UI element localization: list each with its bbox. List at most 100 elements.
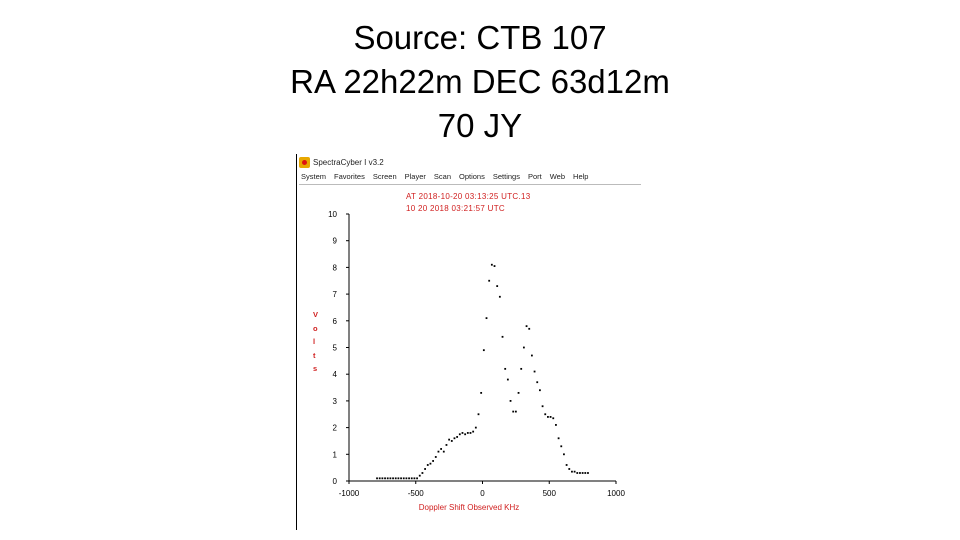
data-point: [405, 477, 408, 480]
data-point: [381, 477, 384, 480]
x-tick-label: 500: [543, 489, 557, 498]
data-point: [536, 381, 539, 384]
x-tick-label: -500: [408, 489, 425, 498]
data-point: [541, 405, 544, 408]
data-point: [384, 477, 386, 480]
data-point: [587, 472, 589, 474]
menu-divider: [299, 184, 641, 185]
scan-end-timestamp: 10 20 2018 03:21:57 UTC: [406, 204, 505, 213]
menu-item-options[interactable]: Options: [459, 172, 485, 181]
data-point: [488, 279, 491, 282]
data-point: [533, 370, 536, 373]
menu-item-system[interactable]: System: [301, 172, 327, 181]
data-point: [378, 477, 381, 480]
menu-item-web[interactable]: Web: [549, 172, 566, 181]
data-point: [432, 460, 435, 462]
menu-item-favorites[interactable]: Favorites: [334, 172, 365, 181]
data-point: [464, 433, 467, 436]
data-point: [437, 450, 440, 453]
data-point: [579, 472, 581, 474]
data-point: [426, 464, 429, 466]
data-point: [376, 477, 378, 480]
y-axis-label-letter: V: [313, 310, 319, 319]
y-axis-label-letter: s: [313, 364, 318, 373]
data-point: [386, 477, 389, 480]
y-tick-label: 5: [333, 344, 338, 353]
y-tick-label: 2: [333, 424, 338, 433]
menu-item-settings[interactable]: Settings: [492, 172, 520, 181]
y-tick-label: 1: [333, 450, 338, 459]
data-point: [472, 430, 475, 433]
data-point: [485, 317, 488, 320]
data-point: [560, 445, 563, 448]
data-point: [402, 477, 405, 480]
data-point: [565, 464, 568, 466]
x-tick-label: 1000: [607, 489, 625, 498]
data-point: [474, 426, 477, 429]
data-point: [429, 462, 432, 465]
y-tick-label: 10: [328, 210, 337, 219]
data-point: [549, 416, 552, 418]
data-point: [456, 436, 459, 438]
data-point: [418, 474, 421, 477]
data-point: [547, 416, 549, 418]
data-point: [563, 453, 565, 456]
data-point: [392, 477, 394, 480]
data-point: [530, 354, 533, 357]
title-line-flux: 70 JY: [437, 107, 523, 144]
data-point: [528, 327, 531, 330]
y-tick-label: 0: [333, 477, 338, 486]
y-tick-label: 4: [333, 370, 338, 379]
data-point: [539, 389, 541, 392]
menu-item-player[interactable]: Player: [404, 172, 426, 181]
menu-item-scan[interactable]: Scan: [433, 172, 451, 181]
data-point: [581, 472, 584, 474]
data-point: [584, 472, 587, 474]
data-point: [397, 477, 400, 480]
spectracyber-logo-icon: [299, 157, 310, 168]
y-tick-label: 6: [333, 317, 338, 326]
menu-item-port[interactable]: Port: [527, 172, 542, 181]
data-point: [501, 335, 504, 338]
menu-item-help[interactable]: Help: [573, 172, 589, 181]
data-point: [555, 424, 557, 426]
data-point: [442, 450, 445, 453]
data-point: [469, 432, 472, 434]
data-point: [448, 438, 451, 441]
data-point: [416, 477, 418, 480]
data-point: [400, 477, 402, 480]
data-point: [410, 477, 413, 480]
spectrum-plot: 0 1 2 3 4 5 6 7 8 9 10 -1000 -500 0 500 1000: [328, 210, 625, 498]
data-point: [477, 413, 480, 416]
title-line-coordinates: RA 22h22m DEC 63d12m: [290, 63, 670, 100]
data-point: [522, 346, 525, 349]
spectracyber-window: SpectraCyber I v3.2 System Favorites Scree…: [296, 154, 642, 530]
window-title: SpectraCyber I v3.2: [313, 158, 384, 167]
y-tick-label: 3: [333, 397, 338, 406]
menu-item-screen[interactable]: Screen: [372, 172, 397, 181]
data-point: [496, 285, 499, 287]
data-point: [389, 477, 392, 480]
data-point: [512, 410, 515, 413]
y-tick-label: 7: [333, 290, 338, 299]
data-point: [525, 325, 528, 328]
data-point: [493, 265, 496, 267]
y-tick-label: 8: [333, 263, 338, 272]
data-point: [461, 432, 464, 434]
data-point: [445, 444, 448, 446]
data-point: [568, 468, 571, 470]
scan-start-timestamp: AT 2018-10-20 03:13:25 UTC.13: [406, 192, 531, 201]
data-point: [557, 437, 560, 440]
data-point: [498, 295, 501, 298]
data-point: [450, 440, 453, 442]
data-point: [573, 470, 576, 473]
data-point: [520, 367, 523, 370]
title-line-source: Source: CTB 107: [353, 19, 607, 56]
data-point: [458, 433, 461, 436]
data-point: [490, 263, 493, 266]
data-point: [394, 477, 397, 480]
data-point: [440, 448, 443, 450]
data-point: [517, 391, 520, 394]
data-point: [480, 391, 483, 394]
data-point: [424, 468, 426, 470]
